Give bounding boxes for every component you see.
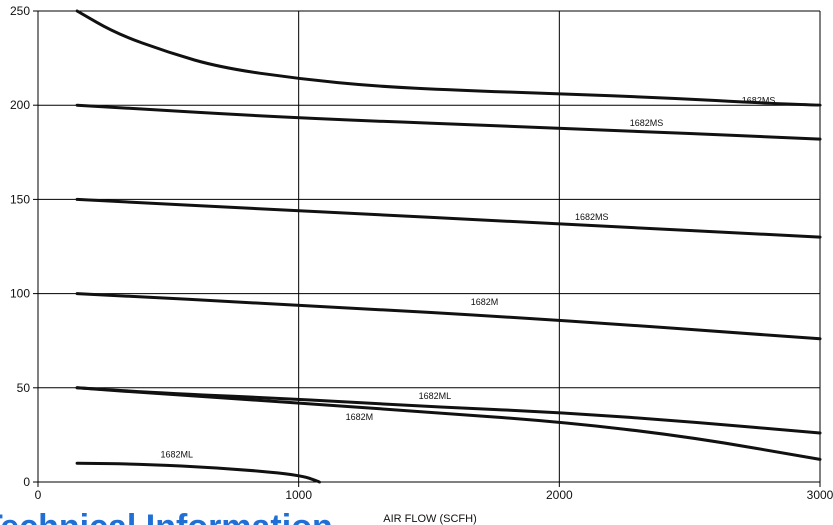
series-line-1 <box>75 9 822 107</box>
footer-heading-fragment: Technical Information <box>0 508 333 525</box>
gridlines <box>34 10 821 486</box>
curve-label: 1682MS <box>742 95 776 105</box>
series-line-6 <box>75 386 822 461</box>
y-tick-label: 50 <box>17 381 31 395</box>
x-tick-label: 3000 <box>807 488 833 502</box>
curve-labels: 1682MS 1682MS 1682MS 1682M 1682ML 1682M 1682ML <box>161 95 776 459</box>
series-line-3 <box>75 197 822 239</box>
axis-ticks: 0 50 100 150 200 250 0 1000 2000 3000 <box>10 4 833 502</box>
series-group <box>75 9 822 484</box>
curve-label: 1682MS <box>630 118 664 128</box>
curve-label: 1682MS <box>575 212 609 222</box>
y-tick-label: 0 <box>23 475 30 489</box>
curve-label: 1682ML <box>419 391 452 401</box>
x-axis-label: AIR FLOW (SCFH) <box>383 513 477 525</box>
y-tick-label: 150 <box>10 192 30 206</box>
y-tick-label: 250 <box>10 4 30 18</box>
curve-label: 1682M <box>471 297 499 307</box>
curve-label: 1682M <box>346 412 374 422</box>
x-tick-label: 0 <box>35 488 42 502</box>
series-line-4 <box>75 292 822 341</box>
curve-label: 1682ML <box>161 450 194 460</box>
series-line-2 <box>75 103 822 141</box>
y-tick-label: 100 <box>10 287 30 301</box>
x-tick-label: 1000 <box>285 488 312 502</box>
series-line-7 <box>75 461 321 484</box>
x-tick-label: 2000 <box>546 488 573 502</box>
y-tick-label: 200 <box>10 98 30 112</box>
